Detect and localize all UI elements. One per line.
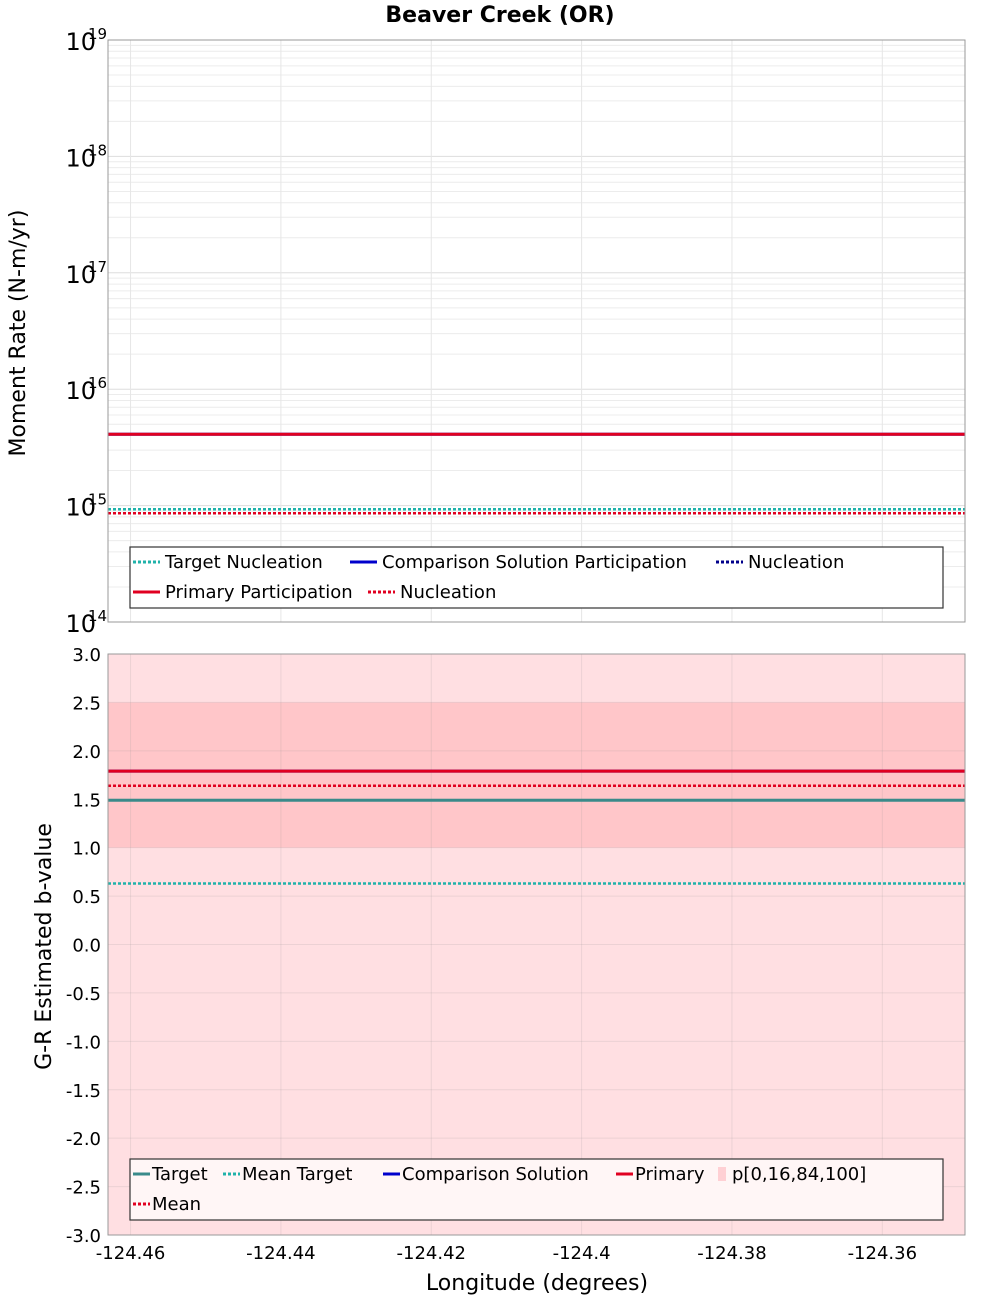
x-tick-label: -124.46 xyxy=(96,1243,165,1264)
x-tick-label: -124.44 xyxy=(246,1243,315,1264)
y-axis-label: G-R Estimated b-value xyxy=(32,823,57,1070)
legend-swatch xyxy=(718,1167,726,1181)
y-tick-label: 1.5 xyxy=(72,790,101,811)
y-tick-label: -2.0 xyxy=(66,1129,101,1150)
plot-frame xyxy=(107,39,966,623)
plot-frame xyxy=(107,653,966,1236)
y-axis-label: Moment Rate (N-m/yr) xyxy=(6,210,31,457)
legend-label: Mean Target xyxy=(242,1164,352,1185)
y-tick-label: 10 xyxy=(65,28,96,56)
x-tick-label: -124.4 xyxy=(553,1243,611,1264)
legend-box xyxy=(129,546,944,609)
legend-label: Nucleation xyxy=(748,552,844,573)
y-tick-label: 2.0 xyxy=(72,742,101,763)
y-tick-label: -3.0 xyxy=(66,1226,101,1247)
y-tick-exponent: 15 xyxy=(88,491,107,509)
legend-label: Mean xyxy=(152,1194,201,1215)
y-tick-label: 10 xyxy=(65,494,96,522)
y-tick-exponent: 17 xyxy=(88,258,107,276)
legend-label: Comparison Solution xyxy=(402,1164,589,1185)
y-tick-exponent: 19 xyxy=(88,25,107,43)
y-tick-label: 10 xyxy=(65,377,96,405)
y-tick-label: -1.0 xyxy=(66,1032,101,1053)
y-tick-label: 2.5 xyxy=(72,693,101,714)
legend-label: Nucleation xyxy=(400,582,496,603)
chart-title: Beaver Creek (OR) xyxy=(385,3,614,28)
legend-label: Target Nucleation xyxy=(164,552,323,573)
y-tick-exponent: 16 xyxy=(88,374,107,392)
y-tick-label: -0.5 xyxy=(66,984,101,1005)
y-tick-label: 10 xyxy=(65,144,96,172)
y-tick-label: 10 xyxy=(65,610,96,638)
x-axis-label: Longitude (degrees) xyxy=(426,1271,648,1296)
x-tick-label: -124.38 xyxy=(697,1243,766,1264)
legend-box xyxy=(129,1158,944,1221)
legend-label: Comparison Solution Participation xyxy=(382,552,687,573)
y-tick-label: 0.5 xyxy=(72,887,101,908)
b-value-panel: 3.0 2.5 2.0 1.5 1.0 0.5 0.0 -0.5 -1.0 -1.5 -2.0 -2.… xyxy=(32,645,966,1264)
x-tick-label: -124.42 xyxy=(397,1243,466,1264)
y-tick-label: 1.0 xyxy=(72,839,101,860)
legend-label: Target xyxy=(151,1164,208,1185)
y-tick-exponent: 14 xyxy=(88,607,107,625)
y-tick-label: 3.0 xyxy=(72,645,101,666)
y-tick-label: -1.5 xyxy=(66,1081,101,1102)
legend-label: Primary Participation xyxy=(165,582,353,603)
band-1 xyxy=(108,702,965,848)
y-tick-label: -2.5 xyxy=(66,1178,101,1199)
legend-label: p[0,16,84,100] xyxy=(732,1164,866,1185)
y-tick-label: 0.0 xyxy=(72,936,101,957)
legend-label: Primary xyxy=(635,1164,705,1185)
plot-area xyxy=(108,40,965,622)
y-tick-exponent: 18 xyxy=(88,141,107,159)
y-tick-label: 10 xyxy=(65,261,96,289)
x-tick-label: -124.36 xyxy=(848,1243,917,1264)
